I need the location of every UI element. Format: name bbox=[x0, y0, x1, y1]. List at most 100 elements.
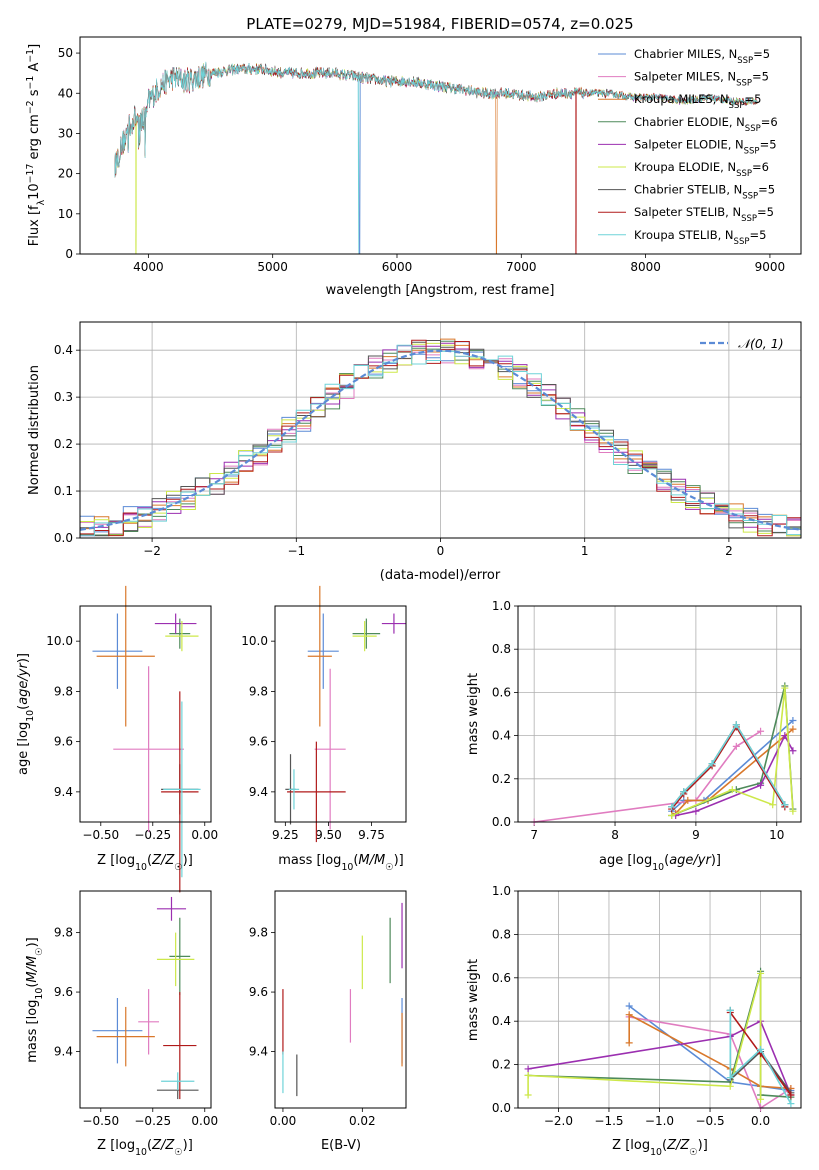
y-tick-label: 9.8 bbox=[249, 926, 268, 940]
y-tick-label: 0.2 bbox=[492, 772, 511, 786]
weight-marker bbox=[668, 812, 676, 820]
x-tick-label: 9000 bbox=[755, 260, 786, 274]
x-tick-label: 2 bbox=[725, 544, 733, 558]
x-axis-label: mass [log10(M/M☉)] bbox=[278, 853, 404, 873]
x-tick-label: 8000 bbox=[630, 260, 661, 274]
error-bars bbox=[285, 585, 406, 843]
y-tick-label: 10.0 bbox=[46, 634, 73, 648]
weight-marker bbox=[692, 807, 700, 815]
y-axis-label: mass weight bbox=[466, 673, 481, 755]
axes-frame bbox=[79, 890, 212, 1109]
axes-frame bbox=[79, 605, 212, 823]
error-bars bbox=[282, 902, 403, 1097]
weight-marker bbox=[757, 781, 765, 789]
weight-marker bbox=[625, 1039, 633, 1047]
y-tick-label: 0.4 bbox=[492, 1014, 511, 1028]
y-tick-label: 9.6 bbox=[249, 735, 268, 749]
y-tick-label: 0.4 bbox=[54, 343, 73, 357]
legend-entry: Chabrier MILES, NSSP=5 bbox=[634, 47, 770, 66]
x-axis-label: age [log10(age/yr)] bbox=[599, 853, 721, 873]
y-tick-label: 0.2 bbox=[54, 437, 73, 451]
weight-marker bbox=[787, 1100, 795, 1108]
y-tick-label: 0.0 bbox=[492, 815, 511, 829]
legend-entry: Kroupa ELODIE, NSSP=6 bbox=[634, 160, 769, 179]
weight-line bbox=[675, 728, 794, 814]
figure-title: PLATE=0279, MJD=51984, FIBERID=0574, z=0… bbox=[246, 15, 633, 33]
x-tick-label: −0.50 bbox=[82, 1114, 119, 1128]
y-tick-label: 0.4 bbox=[492, 729, 511, 743]
weight-marker bbox=[708, 760, 716, 768]
weight-marker bbox=[625, 1011, 633, 1019]
y-tick-label: 9.4 bbox=[249, 785, 268, 799]
x-tick-label: −0.50 bbox=[82, 828, 119, 842]
y-tick-label: 9.4 bbox=[54, 1045, 73, 1059]
y-tick-label: 0.8 bbox=[492, 642, 511, 656]
y-tick-label: 9.8 bbox=[54, 926, 73, 940]
mass-weight-vs-age-panel: 7 8 9 10 0.0 0.2 0.4 0.6 0.8 1.0 age [log10(age/yr… bbox=[466, 599, 802, 873]
legend-entry: Salpeter STELIB, NSSP=5 bbox=[634, 205, 774, 224]
y-axis-label: mass [log10(M/M☉)] bbox=[25, 937, 45, 1063]
legend-entry: Salpeter ELODIE, NSSP=5 bbox=[634, 137, 777, 156]
y-tick-label: 9.8 bbox=[249, 684, 268, 698]
y-tick-label: 9.8 bbox=[54, 684, 73, 698]
x-tick-label: 10 bbox=[769, 828, 784, 842]
x-tick-label: 9 bbox=[692, 828, 700, 842]
y-tick-label: 0 bbox=[65, 247, 73, 261]
weight-line bbox=[629, 1016, 792, 1110]
legend-entry: Chabrier ELODIE, NSSP=6 bbox=[634, 115, 778, 134]
x-tick-label: 8 bbox=[611, 828, 619, 842]
x-tick-label: 7000 bbox=[506, 260, 537, 274]
weight-marker bbox=[668, 803, 676, 811]
x-tick-label: −2.0 bbox=[544, 1114, 573, 1128]
y-axis-label: age [log10(age/yr)] bbox=[16, 653, 36, 775]
weight-marker bbox=[680, 788, 688, 796]
x-tick-label: 0.00 bbox=[270, 1114, 297, 1128]
y-tick-label: 9.6 bbox=[54, 985, 73, 999]
axes-frame bbox=[79, 321, 802, 539]
legend-entry: Salpeter MILES, NSSP=5 bbox=[634, 70, 769, 89]
age-vs-z-panel: −0.50 −0.25 0.00 9.4 9.6 9.8 10.0 Z [log10(Z/Z☉… bbox=[16, 585, 218, 893]
y-tick-label: 0.2 bbox=[492, 1058, 511, 1072]
y-tick-label: 40 bbox=[58, 86, 73, 100]
x-tick-label: 9.75 bbox=[358, 828, 385, 842]
x-axis-label: Z [log10(Z/Z☉)] bbox=[612, 1138, 708, 1158]
weight-marker bbox=[757, 727, 765, 735]
legend-entry: Kroupa STELIB, NSSP=5 bbox=[634, 228, 766, 247]
weight-marker bbox=[781, 684, 789, 692]
x-tick-label: 4000 bbox=[133, 260, 164, 274]
x-tick-label: −1.0 bbox=[645, 1114, 674, 1128]
y-tick-label: 0.3 bbox=[54, 390, 73, 404]
weight-marker bbox=[789, 716, 797, 724]
x-axis-label: wavelength [Angstrom, rest frame] bbox=[326, 283, 555, 298]
y-tick-label: 9.4 bbox=[249, 1045, 268, 1059]
histograms bbox=[80, 338, 801, 537]
y-tick-label: 50 bbox=[58, 46, 73, 60]
histogram-panel: −2 −1 0 1 2 0.0 0.1 0.2 0.3 0.4 𝒩(0, 1) (data-model… bbox=[27, 321, 802, 583]
histogram-steps bbox=[80, 342, 801, 537]
axes-frame bbox=[274, 890, 407, 1109]
spectrum-legend: Chabrier MILES, NSSP=5 Salpeter MILES, NS… bbox=[598, 47, 778, 247]
spectrum-panel: 4000 5000 6000 7000 8000 9000 0 10 20 30 40 50 wavel… bbox=[25, 36, 802, 298]
x-tick-label: 0.02 bbox=[349, 1114, 376, 1128]
axes-frame bbox=[517, 605, 802, 823]
weight-marker bbox=[524, 1091, 532, 1099]
weight-marker bbox=[732, 742, 740, 750]
weight-marker bbox=[787, 1091, 795, 1099]
error-bars bbox=[92, 896, 199, 1100]
axes-frame bbox=[274, 605, 407, 823]
spectrum-lines bbox=[114, 61, 758, 254]
x-tick-label: −0.5 bbox=[695, 1114, 724, 1128]
weight-marker bbox=[789, 807, 797, 815]
legend-entry: Kroupa MILES, NSSP=5 bbox=[634, 92, 761, 111]
y-tick-label: 0.8 bbox=[492, 927, 511, 941]
x-tick-label: 0.0 bbox=[751, 1114, 770, 1128]
y-tick-label: 30 bbox=[58, 126, 73, 140]
spectrum-line bbox=[114, 61, 758, 254]
y-tick-label: 10.0 bbox=[241, 634, 268, 648]
x-tick-label: 1 bbox=[581, 544, 589, 558]
y-tick-label: 1.0 bbox=[492, 599, 511, 613]
x-tick-label: 5000 bbox=[257, 260, 288, 274]
spectrum-line bbox=[114, 61, 758, 254]
weight-lines bbox=[524, 967, 795, 1112]
